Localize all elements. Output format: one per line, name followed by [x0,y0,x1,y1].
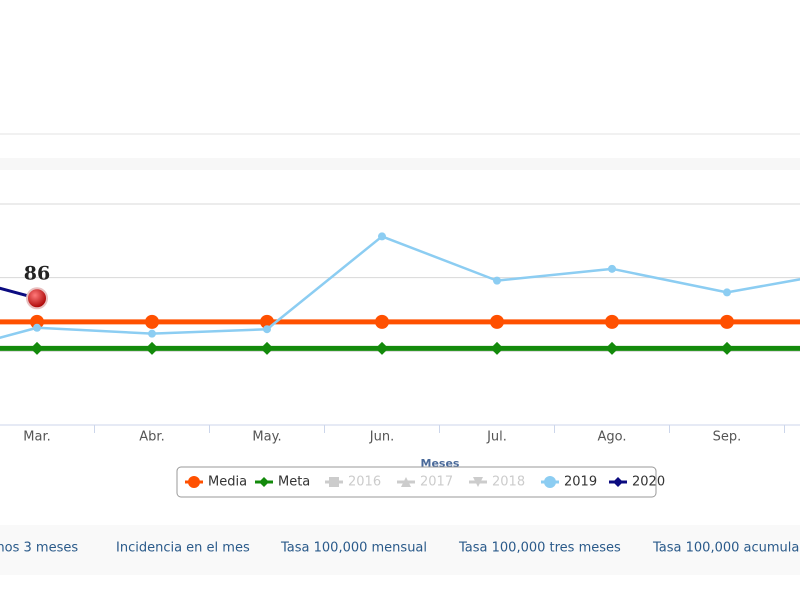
legend-item[interactable]: 2019 [541,475,597,490]
point [608,264,616,273]
legend-item[interactable]: 2016 [325,475,381,490]
point [329,477,339,487]
tab-bar [0,525,800,575]
tab[interactable]: mos 3 meses [0,541,78,556]
point [259,477,269,487]
point [375,314,389,329]
point [490,314,504,329]
point [720,341,734,355]
tab[interactable]: Tasa 100,000 acumula [652,541,799,556]
legend-label: 2017 [420,475,453,490]
point [613,477,623,487]
point [473,477,483,487]
tab[interactable]: Incidencia en el mes [116,541,250,556]
point [401,477,411,487]
point [490,341,504,355]
legend-item[interactable]: 2020 [609,475,665,490]
point [148,329,156,338]
point [188,476,200,488]
x-tick-label: Ago. [597,430,626,445]
legend-item[interactable]: Meta [255,475,310,490]
point [145,314,159,329]
x-tick-label: Mar. [23,430,50,445]
point [33,323,41,332]
x-tick-label: May. [252,430,281,445]
legend-label: Meta [278,475,310,490]
tab[interactable]: Tasa 100,000 tres meses [458,541,621,556]
x-tick-label: Sep. [713,430,742,445]
point [720,314,734,329]
x-tick-label: Jun. [369,430,394,445]
point [493,276,501,285]
point [378,232,386,241]
legend-item[interactable]: Media [185,475,247,490]
highlight-point [26,287,48,310]
x-tick-label: Abr. [139,430,164,445]
legend-label: 2018 [492,475,525,490]
data-label: 86 [24,262,50,284]
legend [176,466,657,498]
legend-label: 2020 [632,475,665,490]
series-line [0,235,800,340]
x-tick-label: Jul. [486,430,507,445]
point [375,341,389,355]
legend-item[interactable]: 2018 [469,475,525,490]
point [260,341,274,355]
point [605,314,619,329]
legend-label: 2016 [348,475,381,490]
legend-label: 2019 [564,475,597,490]
point [30,314,44,329]
tab[interactable]: Tasa 100,000 mensual [280,541,427,556]
point [605,341,619,355]
point [145,341,159,355]
legend-item[interactable]: 2017 [397,475,453,490]
series-line [0,286,38,300]
point [723,288,731,297]
point [544,476,556,488]
point [263,325,271,334]
legend-label: Media [208,475,247,490]
point [30,341,44,355]
panel-edge [0,158,800,170]
